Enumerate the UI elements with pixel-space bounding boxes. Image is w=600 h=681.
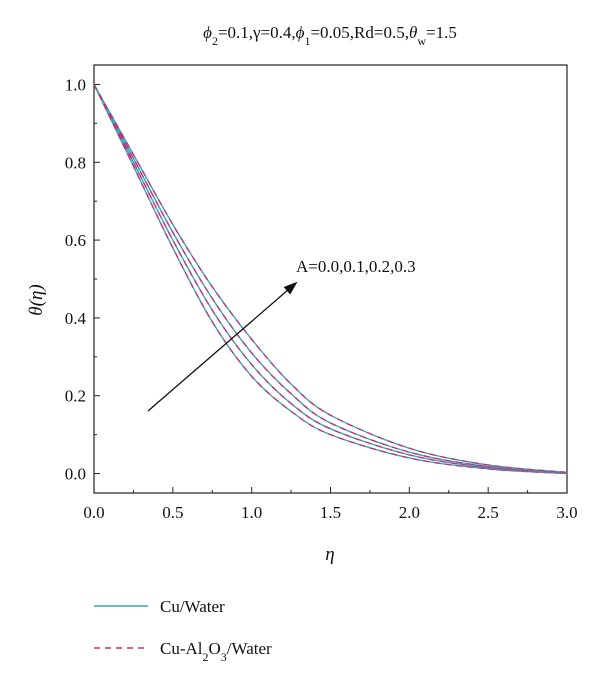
y-tick-label: 0.6	[65, 231, 86, 250]
y-tick-label: 0.2	[65, 387, 86, 406]
curves-group	[93, 84, 568, 475]
y-tick-label: 0.0	[65, 465, 86, 484]
x-tick-label: 0.5	[162, 503, 183, 522]
axis-ticks	[93, 83, 568, 493]
x-tick-label: 2.5	[478, 503, 499, 522]
annotation-label: A=0.0,0.1,0.2,0.3	[296, 257, 416, 276]
legend: Cu/Water Cu-Al2O3/Water	[94, 597, 272, 664]
y-tick-label: 0.4	[65, 309, 87, 328]
annotation-arrow	[147, 281, 298, 412]
x-tick-label: 0.0	[83, 503, 104, 522]
y-tick-label: 0.8	[65, 153, 86, 172]
x-tick-label: 1.0	[241, 503, 262, 522]
curve-cu-al2o3-water-3	[93, 84, 568, 474]
chart-title: ϕ2=0.1,γ=0.4,ϕ1=0.05,Rd=0.5,θw=1.5	[203, 23, 457, 48]
y-tick-label: 1.0	[65, 75, 86, 94]
x-tick-label: 3.0	[556, 503, 577, 522]
x-tick-label: 2.0	[399, 503, 420, 522]
x-tick-label: 1.5	[320, 503, 341, 522]
curve-cu-water-3	[93, 84, 568, 474]
legend-label-cu-water: Cu/Water	[160, 597, 225, 616]
y-axis-title: θ(η)	[26, 284, 47, 315]
curve-cu-al2o3-water-2	[93, 84, 568, 474]
legend-label-cu-al2o3-water: Cu-Al2O3/Water	[160, 639, 272, 664]
curve-cu-al2o3-water-0	[93, 84, 568, 475]
axis-tick-labels: 0.0 0.5 1.0 1.5 2.0 2.5 3.0 0.0 0.2 0.4 0.6 0.8 1.0	[65, 75, 578, 522]
curve-cu-al2o3-water-1	[93, 84, 568, 474]
x-axis-title: η	[325, 544, 334, 565]
